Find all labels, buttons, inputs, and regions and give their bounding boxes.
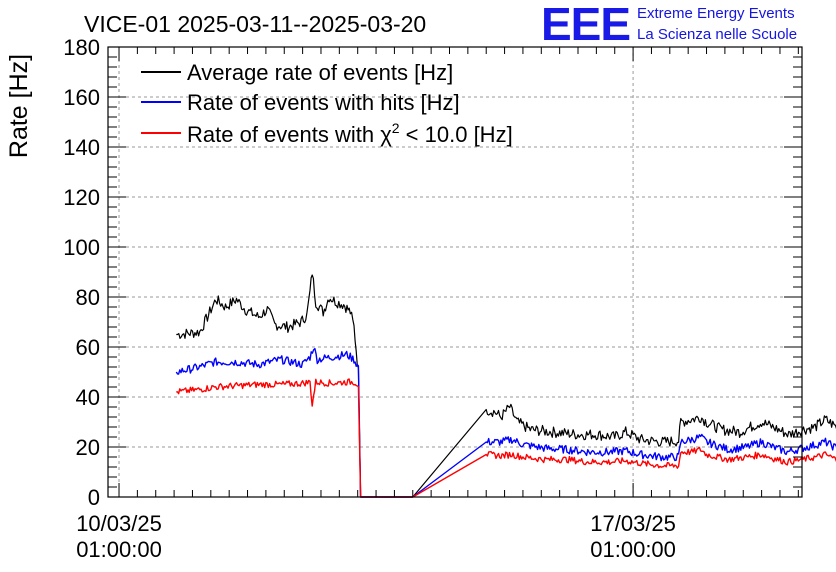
eee-logo: EEE Extreme Energy Events La Scienza nel… xyxy=(541,0,797,50)
eee-logo-mark: EEE xyxy=(541,0,630,50)
y-tick-label: 120 xyxy=(63,185,100,210)
y-tick-label: 160 xyxy=(63,85,100,110)
logo-line-1: Extreme Energy Events xyxy=(637,5,795,22)
y-tick-label: 0 xyxy=(88,485,100,510)
series-lines xyxy=(175,274,836,498)
series-line-2 xyxy=(176,378,836,498)
x-tick-time-label: 01:00:00 xyxy=(590,537,676,562)
legend: Average rate of events [Hz] Rate of even… xyxy=(141,60,513,147)
x-tick-date-label: 17/03/25 xyxy=(590,511,676,536)
x-tick-time-label: 01:00:00 xyxy=(76,537,162,562)
y-axis-ticks: 0 20 40 60 80 100 120 140 160 180 xyxy=(63,35,802,510)
y-tick-label: 140 xyxy=(63,135,100,160)
series-line-0 xyxy=(176,274,836,498)
plot-border xyxy=(107,46,803,498)
series-line-1 xyxy=(175,347,836,498)
chart-title: VICE-01 2025-03-11--2025-03-20 xyxy=(84,11,426,37)
x-tick-date-label: 10/03/25 xyxy=(76,511,162,536)
y-tick-label: 80 xyxy=(76,285,100,310)
legend-label-chi2-main: Rate of events with χ xyxy=(187,122,392,147)
legend-label-chi2-sup: 2 xyxy=(392,120,400,136)
y-tick-label: 40 xyxy=(76,385,100,410)
logo-line-2: La Scienza nelle Scuole xyxy=(637,26,797,43)
y-tick-label: 60 xyxy=(76,335,100,360)
y-tick-label: 180 xyxy=(63,35,100,60)
legend-label-average: Average rate of events [Hz] xyxy=(187,60,453,85)
grid-lines xyxy=(108,47,802,497)
y-tick-label: 20 xyxy=(76,435,100,460)
y-tick-label: 100 xyxy=(63,235,100,260)
legend-label-chi2-tail: < 10.0 [Hz] xyxy=(400,122,513,147)
legend-label-chi2: Rate of events with χ2 < 10.0 [Hz] xyxy=(187,120,513,147)
plot-frame xyxy=(107,46,803,498)
y-axis-label: Rate [Hz] xyxy=(5,54,33,158)
legend-label-hits: Rate of events with hits [Hz] xyxy=(187,90,460,115)
